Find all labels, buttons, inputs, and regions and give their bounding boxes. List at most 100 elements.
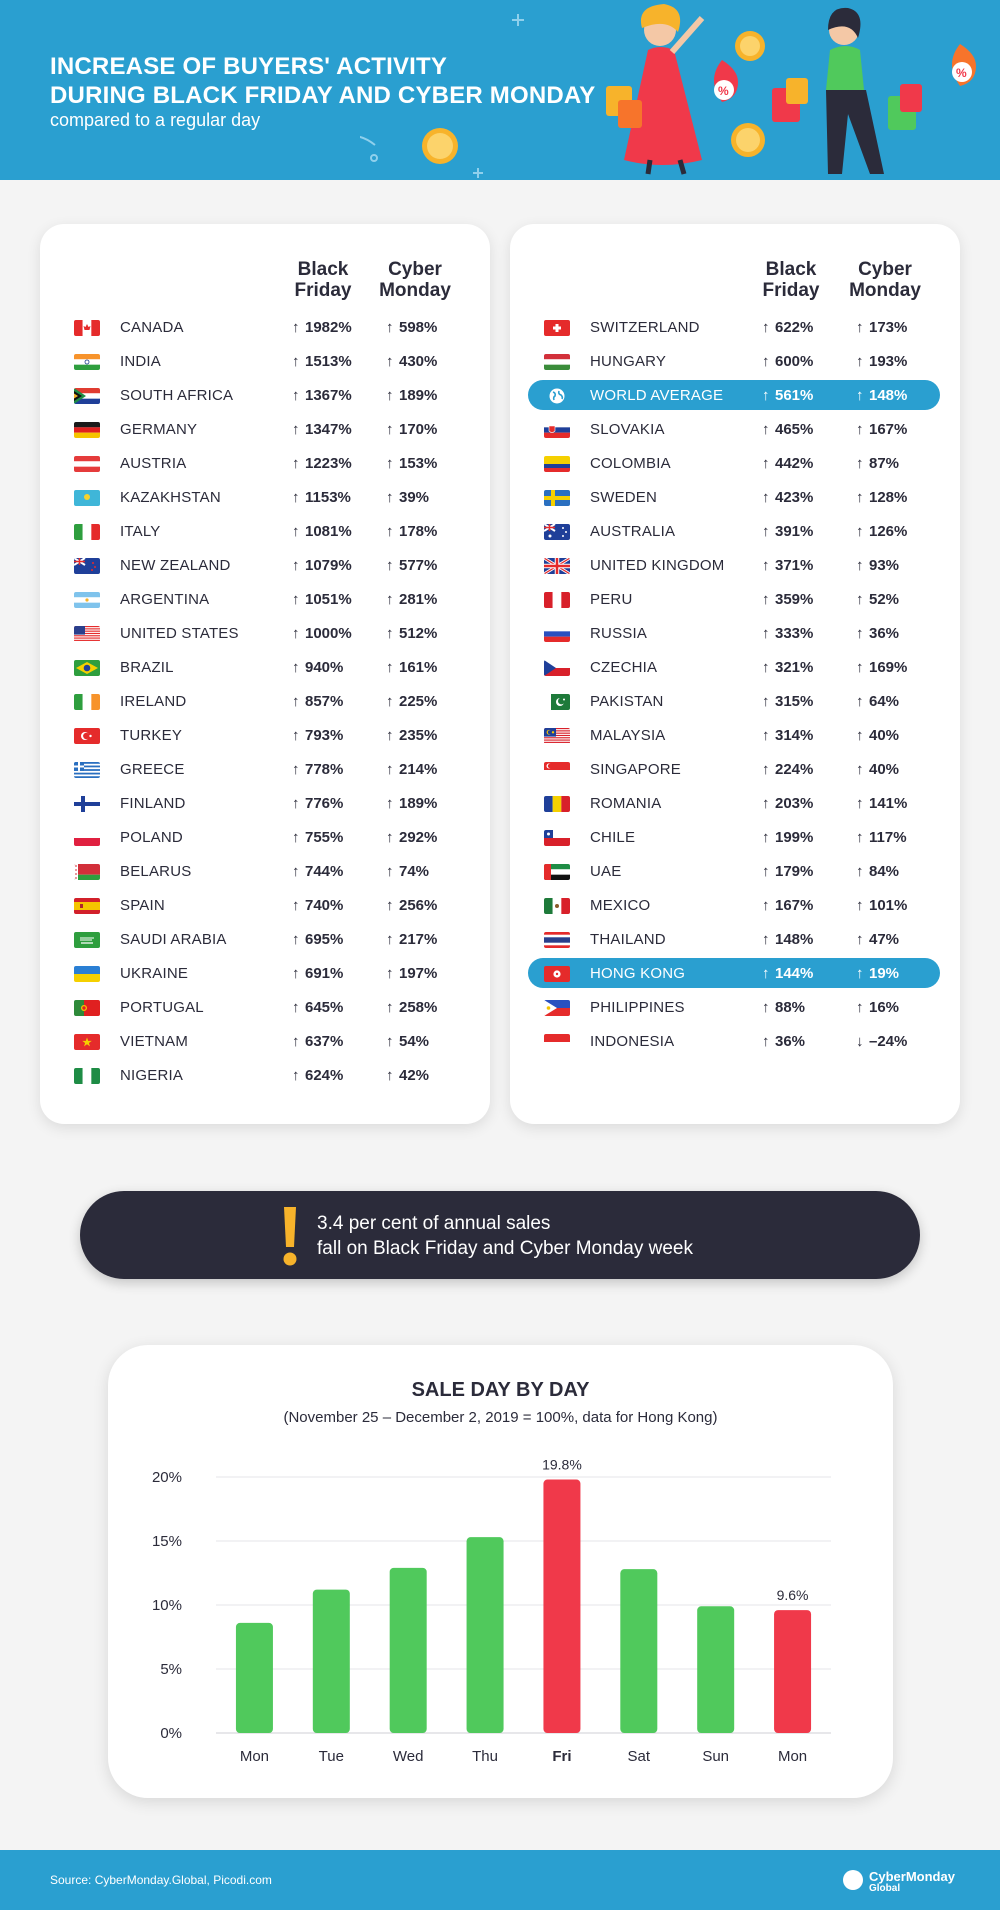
shoppers-illustration: % %	[360, 4, 976, 178]
country-name: UAE	[590, 863, 622, 880]
black-friday-value: ↑ 940%	[292, 659, 344, 676]
cyber-monday-value: ↑ 84%	[856, 863, 900, 880]
arrow-up-icon: ↑	[292, 863, 300, 880]
table-row: SINGAPORE ↑ 224% ↑ 40%	[510, 752, 960, 786]
country-name: SINGAPORE	[590, 761, 681, 778]
hong-kong-flag	[544, 966, 570, 982]
cyber-monday-value: ↑ 225%	[386, 693, 438, 710]
country-name: SAUDI ARABIA	[120, 931, 227, 948]
india-flag	[74, 354, 100, 370]
cyber-monday-value: ↑ 87%	[856, 455, 900, 472]
germany-flag	[74, 422, 100, 438]
x-tick-label: Fri	[552, 1748, 571, 1765]
cyber-monday-value: ↑ 128%	[856, 489, 908, 506]
cyber-monday-value: ↑ 169%	[856, 659, 908, 676]
country-name: CANADA	[120, 319, 184, 336]
table-row: SOUTH AFRICA ↑ 1367% ↑ 189%	[40, 378, 490, 412]
arrow-up-icon: ↑	[386, 761, 394, 778]
cyber-monday-value: ↑ 40%	[856, 761, 900, 778]
canada-flag	[74, 320, 100, 336]
cyber-monday-value: ↑ 161%	[386, 659, 438, 676]
black-friday-value: ↑ 1982%	[292, 319, 352, 336]
arrow-up-icon: ↑	[762, 421, 770, 438]
table-row: CZECHIA ↑ 321% ↑ 169%	[510, 650, 960, 684]
arrow-up-icon: ↑	[292, 931, 300, 948]
cyber-monday-value: ↑ 40%	[856, 727, 900, 744]
arrow-up-icon: ↑	[762, 591, 770, 608]
arrow-up-icon: ↑	[386, 625, 394, 642]
uae-flag	[544, 864, 570, 880]
singapore-flag	[544, 762, 570, 778]
italy-flag	[74, 524, 100, 540]
cyber-monday-value: ↑ 167%	[856, 421, 908, 438]
arrow-up-icon: ↑	[856, 727, 864, 744]
country-name: PORTUGAL	[120, 999, 204, 1016]
country-table-right: Black Friday Cyber Monday SWITZERLAND ↑ 62…	[510, 224, 960, 1124]
callout-text: 3.4 per cent of annual sales fall on Bla…	[317, 1213, 693, 1259]
black-friday-value: ↑ 88%	[762, 999, 806, 1016]
cyber-monday-value: ↑ 430%	[386, 353, 438, 370]
country-name: HUNGARY	[590, 353, 667, 370]
arrow-up-icon: ↑	[292, 965, 300, 982]
table-row: SLOVAKIA ↑ 465% ↑ 167%	[510, 412, 960, 446]
country-name: HONG KONG	[590, 965, 686, 982]
arrow-up-icon: ↑	[856, 387, 864, 404]
black-friday-value: ↑ 333%	[762, 625, 814, 642]
arrow-up-icon: ↑	[292, 829, 300, 846]
black-friday-value: ↑ 744%	[292, 863, 344, 880]
arrow-up-icon: ↑	[292, 625, 300, 642]
bar	[312, 1589, 350, 1733]
table-row: ITALY ↑ 1081% ↑ 178%	[40, 514, 490, 548]
percent-badge-icon	[843, 1870, 863, 1890]
cyber-monday-value: ↑ 256%	[386, 897, 438, 914]
country-name: PERU	[590, 591, 633, 608]
country-name: PAKISTAN	[590, 693, 664, 710]
black-friday-value: ↑ 691%	[292, 965, 344, 982]
arrow-up-icon: ↑	[856, 999, 864, 1016]
table-row: PHILIPPINES ↑ 88% ↑ 16%	[510, 990, 960, 1024]
country-name: KAZAKHSTAN	[120, 489, 221, 506]
arrow-up-icon: ↑	[762, 863, 770, 880]
cyber-monday-value: ↑ 153%	[386, 455, 438, 472]
hungary-flag	[544, 354, 570, 370]
country-name: AUSTRALIA	[590, 523, 676, 540]
cyber-monday-value: ↑ 197%	[386, 965, 438, 982]
arrow-up-icon: ↑	[856, 489, 864, 506]
arrow-up-icon: ↑	[762, 965, 770, 982]
arrow-up-icon: ↑	[856, 761, 864, 778]
table-row: MEXICO ↑ 167% ↑ 101%	[510, 888, 960, 922]
black-friday-value: ↑ 36%	[762, 1033, 806, 1050]
black-friday-value: ↑ 1051%	[292, 591, 352, 608]
black-friday-value: ↑ 755%	[292, 829, 344, 846]
table-row: HUNGARY ↑ 600% ↑ 193%	[510, 344, 960, 378]
country-name: SWEDEN	[590, 489, 658, 506]
black-friday-value: ↑ 793%	[292, 727, 344, 744]
arrow-up-icon: ↑	[762, 795, 770, 812]
bar	[235, 1622, 273, 1733]
arrow-up-icon: ↑	[856, 319, 864, 336]
table-row: INDIA ↑ 1513% ↑ 430%	[40, 344, 490, 378]
black-friday-value: ↑ 857%	[292, 693, 344, 710]
black-friday-value: ↑ 371%	[762, 557, 814, 574]
arrow-up-icon: ↑	[292, 421, 300, 438]
table-row: AUSTRALIA ↑ 391% ↑ 126%	[510, 514, 960, 548]
cyber-monday-value: ↑ 217%	[386, 931, 438, 948]
bar	[774, 1610, 812, 1733]
country-name: BELARUS	[120, 863, 192, 880]
united-states-flag	[74, 626, 100, 642]
table-row: IRELAND ↑ 857% ↑ 225%	[40, 684, 490, 718]
cyber-monday-value: ↑ 54%	[386, 1033, 430, 1050]
black-friday-value: ↑ 600%	[762, 353, 814, 370]
brand-logo[interactable]: CyberMonday Global	[843, 1864, 963, 1898]
country-name: BRAZIL	[120, 659, 174, 676]
table-row: UAE ↑ 179% ↑ 84%	[510, 854, 960, 888]
arrow-up-icon: ↑	[386, 965, 394, 982]
bar	[620, 1569, 658, 1733]
country-name: VIETNAM	[120, 1033, 189, 1050]
arrow-up-icon: ↑	[292, 1033, 300, 1050]
table-row: RUSSIA ↑ 333% ↑ 36%	[510, 616, 960, 650]
cyber-monday-value: ↑ 64%	[856, 693, 900, 710]
country-name: INDIA	[120, 353, 162, 370]
arrow-up-icon: ↑	[856, 795, 864, 812]
cyber-monday-value: ↑ 598%	[386, 319, 438, 336]
